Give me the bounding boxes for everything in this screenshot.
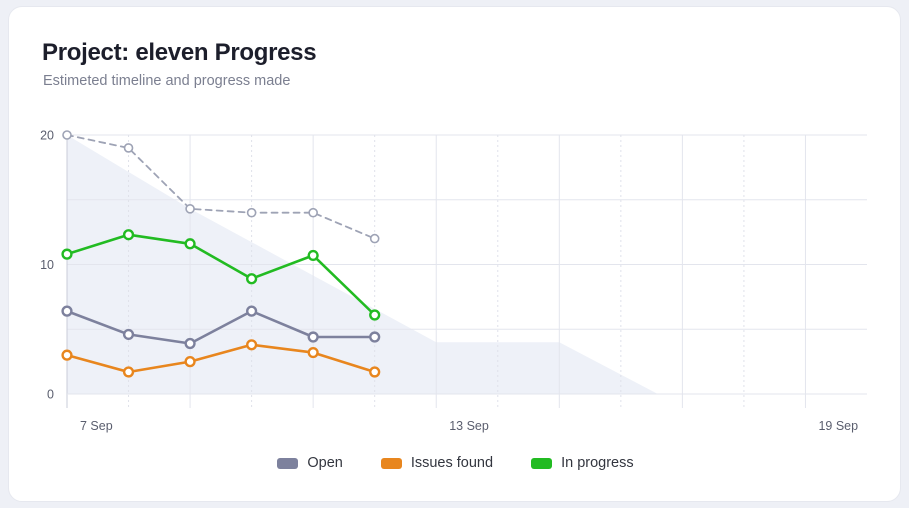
line-chart: 0 10 20 7 Sep 13 Sep 19 Sep — [40, 129, 867, 433]
legend-label-open: Open — [307, 455, 343, 471]
y-axis-labels: 0 10 20 — [40, 129, 54, 402]
legend-label-in-progress: In progress — [561, 455, 634, 471]
legend-item-open[interactable]: Open — [277, 455, 343, 471]
legend-swatch-issues-found — [380, 457, 402, 469]
legend-item-issues-found[interactable]: Issues found — [380, 455, 494, 471]
svg-text:20: 20 — [40, 129, 54, 143]
svg-text:13 Sep: 13 Sep — [449, 419, 489, 433]
legend-swatch-open — [277, 457, 299, 469]
chart-series-group — [61, 130, 381, 378]
x-axis-labels: 7 Sep 13 Sep 19 Sep — [80, 419, 858, 433]
svg-text:19 Sep: 19 Sep — [818, 419, 858, 433]
chart-card: Project: eleven Progress Estimeted timel… — [8, 6, 901, 502]
svg-text:7 Sep: 7 Sep — [80, 419, 113, 433]
legend-item-in-progress[interactable]: In progress — [531, 455, 634, 471]
chart-plot-area: 0 10 20 7 Sep 13 Sep 19 Sep — [9, 7, 900, 501]
legend-swatch-in-progress — [531, 457, 553, 469]
page-title: Project: eleven Progress — [42, 39, 317, 66]
page-subtitle: Estimeted timeline and progress made — [43, 73, 291, 89]
svg-text:10: 10 — [40, 258, 54, 272]
svg-text:0: 0 — [47, 388, 54, 402]
legend-label-issues-found: Issues found — [410, 455, 494, 471]
chart-legend: Open Issues found In progress — [9, 455, 900, 471]
